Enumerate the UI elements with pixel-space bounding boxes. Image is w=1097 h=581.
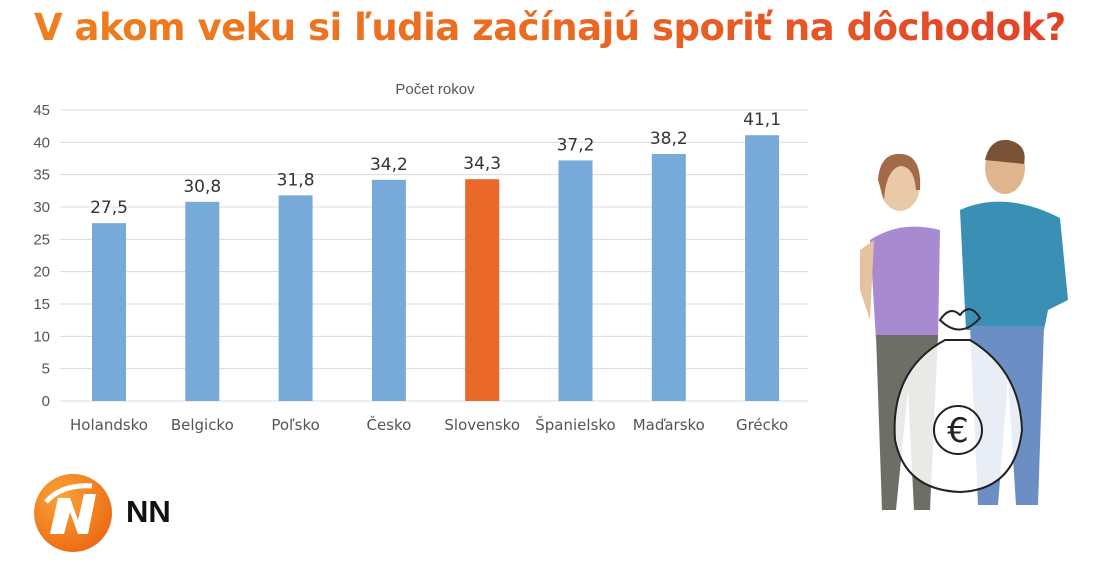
- y-tick-label: 0: [42, 393, 50, 410]
- bar-slovensko: [465, 179, 500, 401]
- svg-text:€: €: [947, 411, 969, 451]
- y-tick-label: 15: [33, 296, 50, 313]
- page-title: V akom veku si ľudia začínajú sporiť na …: [34, 6, 1066, 49]
- data-label: 30,8: [183, 177, 221, 197]
- y-tick-label: 10: [33, 328, 50, 345]
- x-tick-label: Poľsko: [271, 416, 319, 434]
- bar-chart: Počet rokov 0 5 10 15 20 25 30 35 40 45 27,5 Holand…: [33, 81, 808, 434]
- x-tick-label: Belgicko: [171, 416, 234, 434]
- data-label: 27,5: [90, 198, 128, 218]
- data-label: 34,2: [370, 155, 408, 175]
- bar-grécko: [745, 135, 780, 401]
- x-tick-label: Holandsko: [70, 416, 148, 434]
- x-tick-label: Slovensko: [444, 416, 520, 434]
- bar-španielsko: [558, 160, 593, 401]
- x-tick-label: Česko: [366, 415, 411, 434]
- euro-money-bag-icon: €: [893, 308, 1024, 494]
- x-tick-label: Španielsko: [535, 415, 615, 434]
- y-tick-label: 5: [42, 361, 50, 378]
- bar-poľsko: [278, 195, 313, 401]
- bar-česko: [371, 179, 406, 401]
- bar-belgicko: [185, 201, 220, 401]
- data-label: 37,2: [557, 135, 595, 155]
- nn-logo-icon: [34, 474, 112, 552]
- data-label: 34,3: [463, 154, 501, 174]
- x-tick-label: Grécko: [736, 416, 788, 434]
- x-tick-label: Maďarsko: [633, 416, 705, 434]
- y-tick-label: 45: [33, 102, 50, 119]
- brand-name: NN: [126, 494, 171, 529]
- y-tick-label: 40: [33, 134, 50, 151]
- people-illustration: €: [860, 139, 1068, 510]
- data-label: 38,2: [650, 129, 688, 149]
- chart-title: Počet rokov: [395, 81, 475, 98]
- bar-maďarsko: [651, 153, 686, 401]
- data-label: 31,8: [277, 170, 315, 190]
- y-tick-label: 30: [33, 199, 50, 216]
- y-tick-label: 20: [33, 264, 50, 281]
- y-tick-label: 25: [33, 231, 50, 248]
- bar-holandsko: [92, 223, 126, 401]
- data-label: 41,1: [743, 110, 781, 130]
- y-tick-label: 35: [33, 167, 50, 184]
